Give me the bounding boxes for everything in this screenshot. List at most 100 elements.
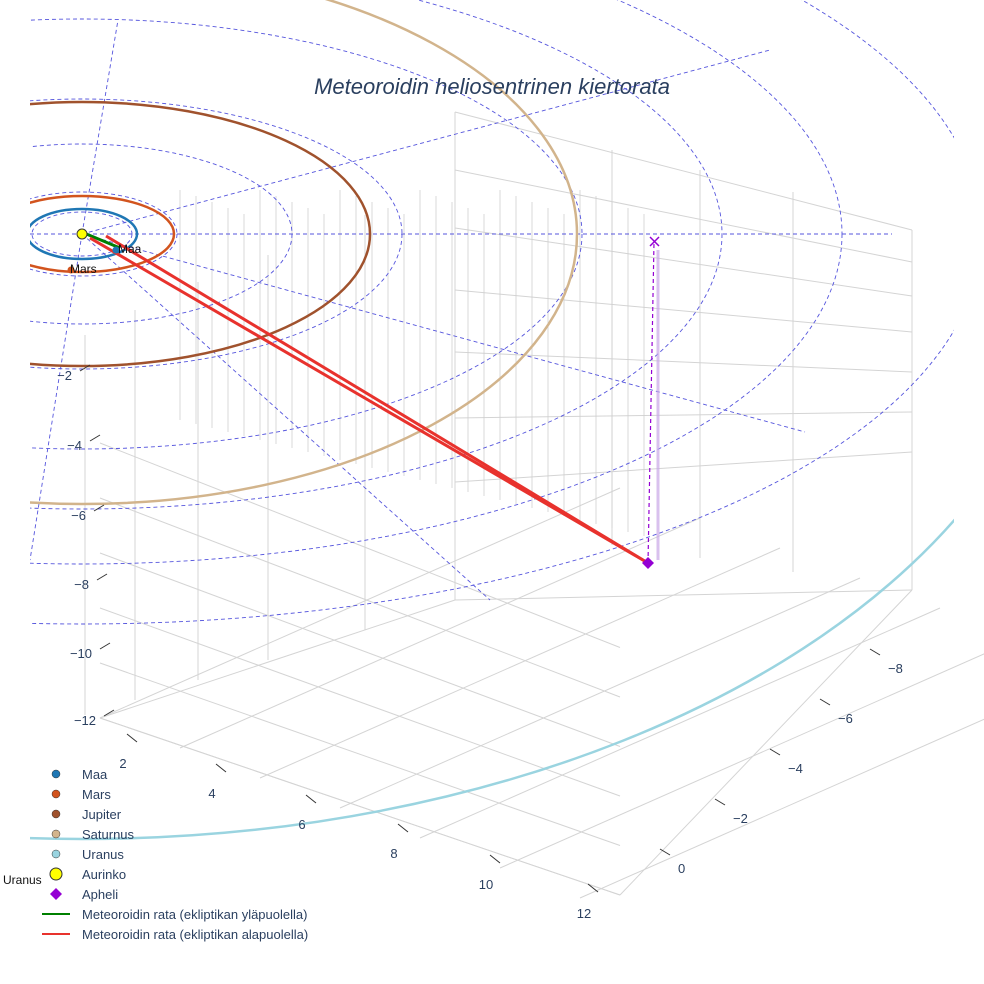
markers: Maa Mars Uranus: [3, 228, 660, 887]
apheli-drop-line: [647, 241, 655, 564]
y-tick-label: −6: [838, 711, 853, 726]
legend: Maa Mars Jupiter Saturnus Uranus Aurinko Aphel…: [42, 767, 308, 942]
marker-aurinko: [76, 228, 88, 240]
y-tick-label: −4: [788, 761, 803, 776]
legend-item: Aurinko: [49, 867, 126, 882]
grid-line: [99, 717, 621, 896]
z-tick-label: −4: [67, 438, 82, 453]
grid-line: [99, 497, 621, 698]
grid-line: [454, 451, 913, 483]
label-mars: Mars: [70, 262, 97, 276]
x-tick-label: 12: [577, 906, 591, 921]
orbit-drop-lines: [179, 190, 645, 536]
legend-swatch: [51, 769, 61, 779]
grid-line: [259, 547, 781, 779]
legend-item: Saturnus: [51, 827, 135, 842]
grid-line: [339, 577, 861, 809]
y-tick-label: 0: [678, 861, 685, 876]
axis-ticks: −2 −4 −6 −8 −10 −12 2 4 6 8 10 12 0 −2 −4 −6 −8: [57, 364, 903, 921]
grid-line: [99, 552, 621, 747]
z-tick-label: −12: [74, 713, 96, 728]
grid-line: [99, 487, 621, 719]
legend-item: Uranus: [51, 847, 124, 862]
guide-line: [30, 233, 83, 561]
x-tick: [126, 733, 138, 743]
legend-item: Mars: [51, 787, 111, 802]
orbit-maa: [30, 207, 139, 261]
x-tick: [215, 763, 227, 773]
grid-line: [454, 411, 913, 419]
legend-swatch: [51, 829, 61, 839]
z-tick: [96, 573, 108, 581]
guide-ellipse: [30, 18, 583, 450]
x-tick-label: 2: [119, 756, 126, 771]
legend-item: Maa: [51, 767, 108, 782]
grid-line: [454, 351, 913, 373]
z-tick: [93, 504, 105, 512]
y-tick-label: −8: [888, 661, 903, 676]
x-tick-label: 10: [479, 877, 493, 892]
grid-line: [454, 227, 913, 297]
grid-line: [454, 289, 913, 333]
legend-label: Saturnus: [82, 827, 135, 842]
y-tick: [769, 748, 781, 756]
x-tick: [397, 823, 409, 833]
y-tick: [819, 698, 831, 706]
legend-item: Jupiter: [51, 807, 122, 822]
legend-swatch: [50, 888, 62, 900]
guide-line: [81, 233, 806, 433]
z-tick: [89, 434, 101, 442]
x-tick-label: 8: [390, 846, 397, 861]
x-tick-label: 4: [208, 786, 215, 801]
legend-label: Meteoroidin rata (ekliptikan alapuolella…: [82, 927, 308, 942]
legend-label: Jupiter: [82, 807, 122, 822]
grid-line: [454, 169, 913, 263]
planet-orbits: [30, 0, 954, 841]
guide-line: [81, 19, 119, 235]
grid-line: [99, 599, 456, 719]
x-tick: [489, 854, 501, 864]
legend-label: Maa: [82, 767, 108, 782]
z-tick-label: −8: [74, 577, 89, 592]
x-stroke: [649, 236, 660, 247]
z-tick-label: −2: [57, 368, 72, 383]
guide-ellipse: [30, 0, 954, 625]
legend-label: Uranus: [82, 847, 124, 862]
legend-swatch: [51, 789, 61, 799]
dashed-guide-lines: [30, 0, 954, 625]
orbit-jupiter: [30, 100, 372, 368]
x-tick-label: 6: [298, 817, 305, 832]
orbit-below-ecliptic: [89, 236, 649, 565]
legend-label: Meteoroidin rata (ekliptikan yläpuolella…: [82, 907, 307, 922]
y-tick: [869, 648, 881, 656]
grid-line: [499, 653, 984, 869]
marker-apheli-projection: [649, 236, 660, 247]
y-tick-label: −2: [733, 811, 748, 826]
legend-item: Meteoroidin rata (ekliptikan yläpuolella…: [42, 907, 307, 922]
guide-ellipse: [30, 0, 723, 510]
z-tick: [99, 642, 111, 650]
legend-swatch: [49, 867, 63, 881]
marker-maa: [112, 246, 120, 254]
y-tick: [659, 848, 671, 856]
orbit-uranus: [30, 518, 954, 841]
label-uranus: Uranus: [3, 873, 42, 887]
marker-mars: [67, 266, 75, 274]
legend-label: Aurinko: [82, 867, 126, 882]
legend-swatch: [51, 849, 61, 859]
x-tick: [587, 883, 599, 893]
grid-line: [99, 662, 621, 846]
grid-line: [99, 442, 621, 648]
orbit-saturnus: [30, 0, 579, 506]
legend-label: Mars: [82, 787, 111, 802]
legend-item: Meteoroidin rata (ekliptikan alapuolella…: [42, 927, 308, 942]
label-maa: Maa: [118, 242, 142, 256]
grid-lines: [84, 111, 984, 899]
grid-line: [579, 718, 984, 899]
z-tick: [103, 709, 115, 717]
chart-title: Meteoroidin heliosentrinen kiertorata: [314, 74, 670, 99]
z-tick-label: −10: [70, 646, 92, 661]
meteoroid-orbit: [83, 231, 660, 565]
guide-line: [81, 233, 491, 601]
x-tick: [305, 794, 317, 804]
